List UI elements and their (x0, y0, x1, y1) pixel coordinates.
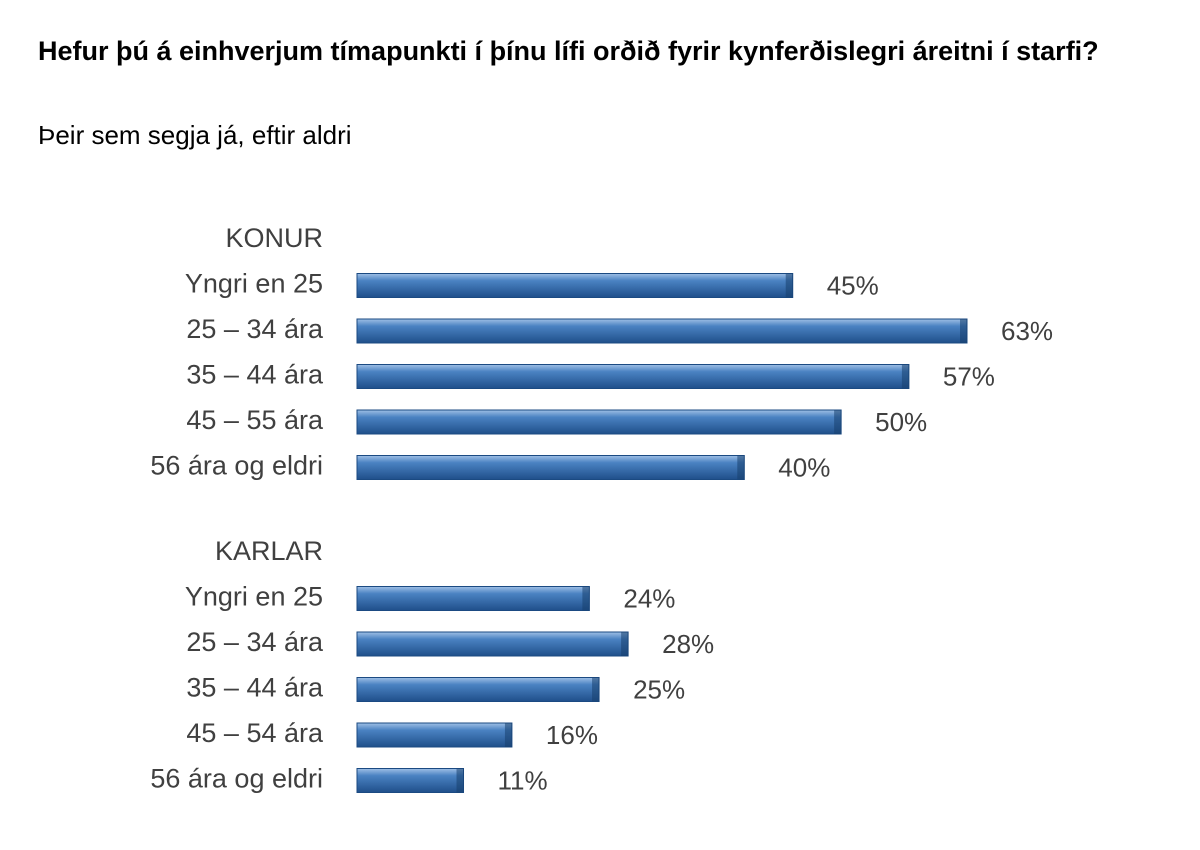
bar-end-bevel (456, 768, 464, 793)
bar-end-bevel (960, 319, 967, 343)
data-label: 24% (623, 583, 675, 613)
bar-end-bevel (504, 723, 512, 747)
data-label: 50% (875, 407, 927, 437)
bar (356, 722, 513, 748)
category-label: 25 – 34 ára (186, 627, 324, 657)
bar (356, 586, 590, 611)
bar (356, 768, 465, 793)
bar (356, 318, 968, 344)
data-label: 45% (827, 270, 879, 300)
bar-end-bevel (582, 586, 590, 611)
bar (356, 631, 629, 657)
chart-plot-area: KONUR Yngri en 25 45% 25 – 34 ára 63% 35 – 44… (150, 223, 1053, 795)
category-label: 56 ára og eldri (150, 764, 323, 794)
data-label: 11% (498, 765, 548, 795)
bar (356, 364, 910, 389)
data-label: 28% (662, 629, 714, 659)
bar (356, 455, 745, 480)
category-label: 56 ára og eldri (150, 451, 323, 481)
group-label: KONUR (225, 223, 323, 253)
bar-end-bevel (592, 677, 600, 702)
category-label: 45 – 55 ára (186, 405, 324, 435)
chart-title: Hefur þú á einhverjum tímapunkti í þínu … (38, 36, 1099, 66)
bar-end-bevel (621, 632, 629, 656)
category-label: 45 – 54 ára (186, 718, 324, 748)
bar (356, 409, 842, 435)
data-label: 25% (633, 674, 685, 704)
bar-end-bevel (785, 273, 793, 298)
data-label: 63% (1001, 316, 1053, 346)
group-label: KARLAR (215, 536, 323, 566)
category-label: 25 – 34 ára (186, 314, 324, 344)
data-label: 16% (546, 720, 598, 750)
category-label: Yngri en 25 (185, 582, 323, 612)
category-label: 35 – 44 ára (186, 673, 324, 703)
bar-end-bevel (737, 455, 745, 480)
chart-subtitle: Þeir sem segja já, eftir aldri (38, 120, 352, 150)
category-label: 35 – 44 ára (186, 360, 324, 390)
bar (356, 677, 600, 702)
bar-end-bevel (901, 364, 909, 389)
data-label: 57% (943, 361, 995, 391)
bar-end-bevel (834, 410, 842, 434)
category-label: Yngri en 25 (185, 269, 323, 299)
bar (356, 273, 794, 298)
data-label: 40% (778, 452, 830, 482)
